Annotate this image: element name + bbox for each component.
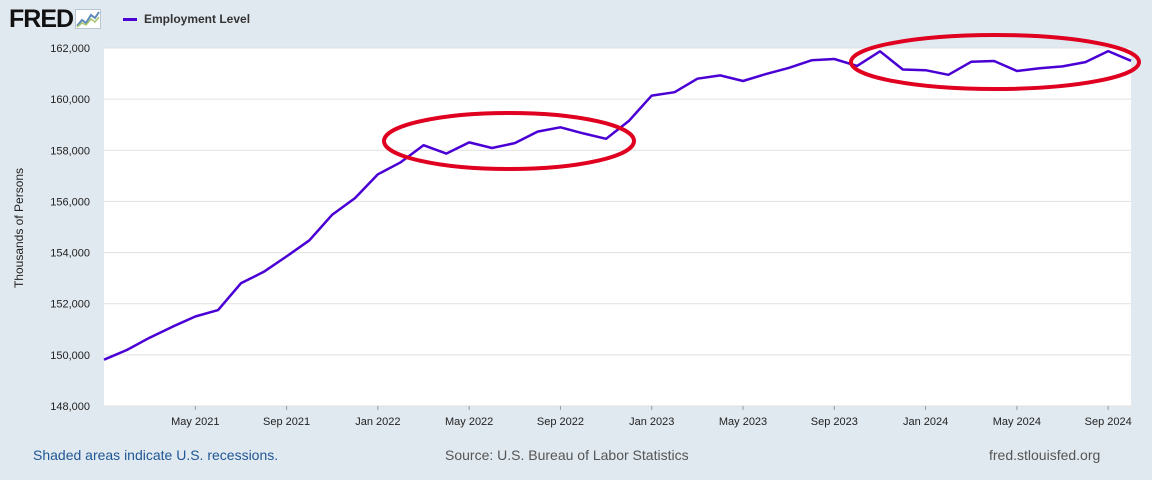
grid-lines [104, 47, 1131, 410]
x-tick-label: Sep 2024 [1085, 416, 1132, 428]
data-point[interactable] [557, 124, 563, 130]
x-tick-label: Jan 2022 [355, 416, 400, 428]
data-point[interactable] [443, 151, 449, 157]
data-point[interactable] [1014, 68, 1020, 74]
y-axis-title: Thousands of Persons [12, 168, 26, 288]
data-point[interactable] [626, 118, 632, 124]
x-tick-label: Sep 2023 [811, 416, 858, 428]
chart-legend: Employment Level [123, 12, 250, 26]
data-point[interactable] [489, 145, 495, 151]
data-point[interactable] [306, 237, 312, 243]
data-point[interactable] [1060, 63, 1066, 69]
plot-area [104, 48, 1131, 406]
data-point[interactable] [147, 335, 153, 341]
data-point[interactable] [809, 57, 815, 63]
line-graph-icon [75, 9, 102, 29]
recession-note[interactable]: Shaded areas indicate U.S. recessions. [33, 447, 279, 463]
data-point[interactable] [694, 76, 700, 82]
legend-swatch [123, 17, 137, 21]
y-tick-label: 156,000 [50, 196, 90, 208]
y-tick-label: 148,000 [50, 401, 90, 413]
legend-label: Employment Level [144, 12, 251, 26]
y-tick-label: 162,000 [50, 43, 90, 55]
x-tick-label: Sep 2022 [537, 416, 584, 428]
x-tick-label: May 2024 [993, 416, 1041, 428]
x-tick-label: Sep 2021 [263, 416, 310, 428]
data-point[interactable] [603, 136, 609, 142]
data-point[interactable] [900, 67, 906, 73]
x-tick-label: Jan 2023 [629, 416, 674, 428]
data-point[interactable] [923, 67, 929, 73]
y-tick-label: 154,000 [50, 248, 90, 260]
annotation-circle-2024 [849, 33, 1141, 91]
data-point[interactable] [352, 195, 358, 201]
data-point[interactable] [192, 314, 198, 320]
x-tick-label: May 2023 [719, 416, 767, 428]
data-point[interactable] [968, 59, 974, 65]
data-point[interactable] [763, 71, 769, 77]
y-axis-tick-labels: 148,000 150,000 152,000 154,000 156,000 158,0… [50, 43, 90, 413]
data-point[interactable] [945, 72, 951, 78]
data-point[interactable] [1037, 65, 1043, 71]
source-note: Source: U.S. Bureau of Labor Statistics [445, 447, 689, 463]
annotation-circle-2022 [382, 111, 636, 171]
site-link[interactable]: fred.stlouisfed.org [989, 447, 1101, 463]
x-tick-label: May 2022 [445, 416, 493, 428]
data-point[interactable] [877, 48, 883, 54]
x-axis-tick-labels: May 2021 Sep 2021 Jan 2022 May 2022 Sep 2022… [171, 416, 1132, 428]
data-point[interactable] [261, 269, 267, 275]
data-point[interactable] [466, 139, 472, 145]
fred-logo-text: FRED [9, 5, 74, 33]
line-chart: 148,000 150,000 152,000 154,000 156,000 158,0… [12, 33, 1141, 428]
data-point[interactable] [649, 93, 655, 99]
data-point[interactable] [284, 253, 290, 259]
chart-header: FRED Employment Level [0, 0, 1152, 40]
data-point[interactable] [535, 129, 541, 135]
data-point[interactable] [421, 142, 427, 148]
series-line-employment-level [103, 49, 1132, 361]
data-point[interactable] [375, 171, 381, 177]
x-tick-label: Jan 2024 [903, 416, 948, 428]
y-tick-label: 152,000 [50, 299, 90, 311]
data-point[interactable] [1082, 59, 1088, 65]
data-point[interactable] [215, 307, 221, 313]
data-point[interactable] [740, 78, 746, 84]
y-tick-label: 160,000 [50, 94, 90, 106]
data-point[interactable] [170, 324, 176, 330]
data-point[interactable] [1128, 58, 1134, 64]
data-point[interactable] [831, 56, 837, 62]
data-point[interactable] [580, 130, 586, 136]
data-point[interactable] [1105, 48, 1111, 54]
x-tick-label: May 2021 [171, 416, 219, 428]
data-point[interactable] [717, 72, 723, 78]
fred-logo[interactable]: FRED [9, 5, 102, 33]
data-point[interactable] [329, 212, 335, 218]
data-point[interactable] [512, 140, 518, 146]
y-tick-label: 158,000 [50, 145, 90, 157]
data-point[interactable] [786, 65, 792, 71]
data-point[interactable] [398, 159, 404, 165]
y-tick-label: 150,000 [50, 350, 90, 362]
data-point[interactable] [991, 58, 997, 64]
data-point[interactable] [238, 280, 244, 286]
data-point[interactable] [101, 357, 107, 363]
data-point[interactable] [672, 89, 678, 95]
data-point[interactable] [124, 347, 130, 353]
